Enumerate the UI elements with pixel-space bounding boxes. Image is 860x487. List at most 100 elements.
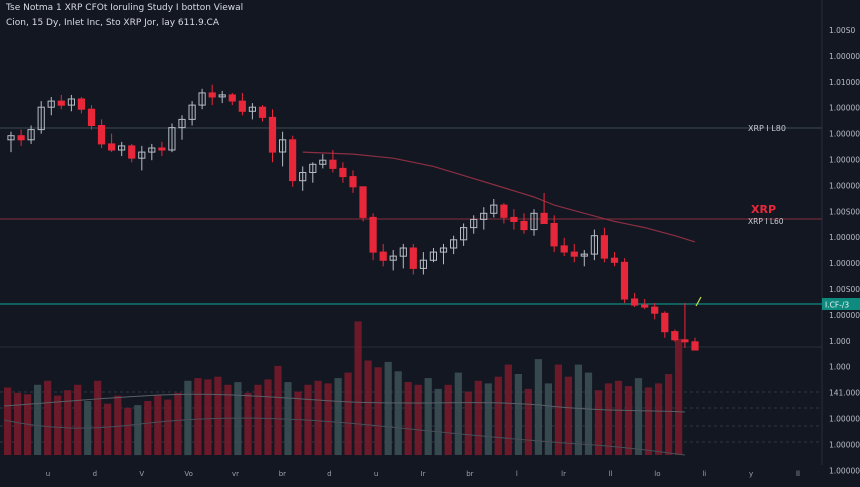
volume-bar-17 — [174, 392, 182, 455]
x-tick-label-13: lo — [654, 470, 660, 478]
volume-bar-57 — [574, 364, 582, 456]
volume-bar-16 — [164, 399, 172, 455]
volume-bar-6 — [64, 390, 72, 455]
candle-body-47 — [480, 212, 488, 220]
candle-47 — [480, 207, 488, 230]
candle-body-17 — [178, 118, 186, 129]
candle-12 — [128, 143, 136, 163]
candle-body-14 — [148, 147, 156, 153]
candle-17 — [178, 115, 186, 140]
candle-34 — [349, 170, 357, 193]
candle-body-1 — [17, 135, 25, 141]
candle-39 — [399, 243, 407, 269]
candle-body-58 — [590, 235, 598, 255]
volume-bar-26 — [264, 379, 272, 455]
candle-54 — [550, 215, 558, 253]
candle-14 — [148, 143, 156, 161]
volume-bar-10 — [104, 403, 112, 455]
x-tick-label-14: li — [702, 470, 706, 478]
volume-bar-35 — [354, 321, 362, 456]
volume-bar-63 — [634, 378, 643, 455]
volume-bar-41 — [414, 384, 422, 455]
candle-body-29 — [299, 172, 307, 182]
x-tick-label-2: V — [139, 470, 144, 478]
candle-0 — [7, 131, 15, 153]
candle-body-33 — [339, 167, 347, 178]
volume-bar-12 — [124, 407, 132, 456]
x-tick-label-0: u — [46, 470, 50, 478]
volume-curve-upper — [3, 393, 686, 413]
candle-57 — [580, 250, 588, 267]
y-tick-label-10: 1.00S00 — [829, 285, 860, 294]
candle-body-41 — [419, 259, 427, 269]
candle-body-61 — [620, 261, 629, 300]
level-lower-label: XRP I L60 — [748, 217, 784, 226]
candle-9 — [97, 119, 106, 148]
candle-body-67 — [681, 339, 689, 343]
candle-46 — [470, 215, 478, 234]
candle-body-27 — [279, 139, 287, 153]
y-tick-label-15: 1.00000 — [829, 415, 860, 424]
volume-bar-53 — [534, 359, 542, 455]
x-tick-label-3: Vo — [184, 470, 193, 478]
candle-33 — [339, 162, 347, 183]
volume-bar-58 — [584, 372, 593, 455]
y-tick-label-13: 1.000 — [829, 363, 851, 372]
volume-bar-38 — [384, 361, 392, 455]
candle-body-28 — [289, 139, 297, 182]
candle-16 — [168, 123, 176, 153]
volume-bar-43 — [434, 388, 442, 456]
candle-body-50 — [510, 216, 518, 222]
candle-body-7 — [77, 98, 86, 110]
candle-38 — [389, 250, 397, 271]
candle-32 — [329, 150, 337, 173]
candle-31 — [319, 154, 327, 169]
y-tick-label-6: 1.00000 — [829, 181, 860, 190]
candle-body-65 — [661, 312, 669, 333]
volume-bar-20 — [204, 379, 212, 455]
volume-bar-61 — [614, 380, 623, 456]
volume-bar-44 — [444, 384, 452, 455]
volume-bar-18 — [184, 380, 192, 456]
candle-body-59 — [600, 235, 608, 259]
candle-61 — [620, 258, 629, 304]
y-tick-label-12: 1.000 — [829, 337, 851, 346]
volume-bar-67 — [675, 338, 683, 455]
candle-56 — [570, 243, 578, 263]
x-tick-label-7: u — [374, 470, 378, 478]
candle-40 — [409, 243, 417, 275]
volume-bar-65 — [655, 383, 663, 455]
candle-body-18 — [188, 104, 196, 120]
volume-bar-32 — [324, 383, 332, 455]
candle-15 — [158, 141, 166, 157]
x-tick-label-8: Ir — [421, 470, 426, 478]
x-tick-label-16: ll — [796, 470, 800, 478]
candle-25 — [258, 105, 267, 122]
candle-body-12 — [128, 145, 136, 159]
volume-bar-7 — [74, 384, 82, 455]
volume-bar-11 — [114, 395, 122, 455]
candle-28 — [289, 135, 297, 187]
volume-bar-21 — [214, 376, 222, 455]
candle-body-68 — [691, 341, 699, 351]
xrp-label: XRP — [751, 203, 776, 216]
candle-body-25 — [258, 106, 267, 118]
y-tick-label-17: 1.00000 — [829, 466, 860, 475]
volume-bar-1 — [14, 392, 22, 455]
candle-body-15 — [158, 147, 166, 151]
candle-26 — [268, 109, 277, 163]
chart-title: Tse Notma 1 XRP CFOt Ioruling Study I bo… — [6, 3, 244, 13]
candle-20 — [208, 84, 216, 106]
candle-body-39 — [399, 247, 407, 257]
candle-body-3 — [37, 106, 45, 131]
volume-bar-3 — [34, 384, 42, 455]
candle-body-32 — [329, 159, 337, 169]
volume-bar-25 — [254, 384, 262, 455]
candle-59 — [600, 227, 608, 263]
volume-bar-9 — [94, 380, 102, 456]
candle-8 — [87, 105, 96, 130]
candle-body-34 — [349, 176, 357, 188]
candle-body-62 — [631, 298, 639, 306]
